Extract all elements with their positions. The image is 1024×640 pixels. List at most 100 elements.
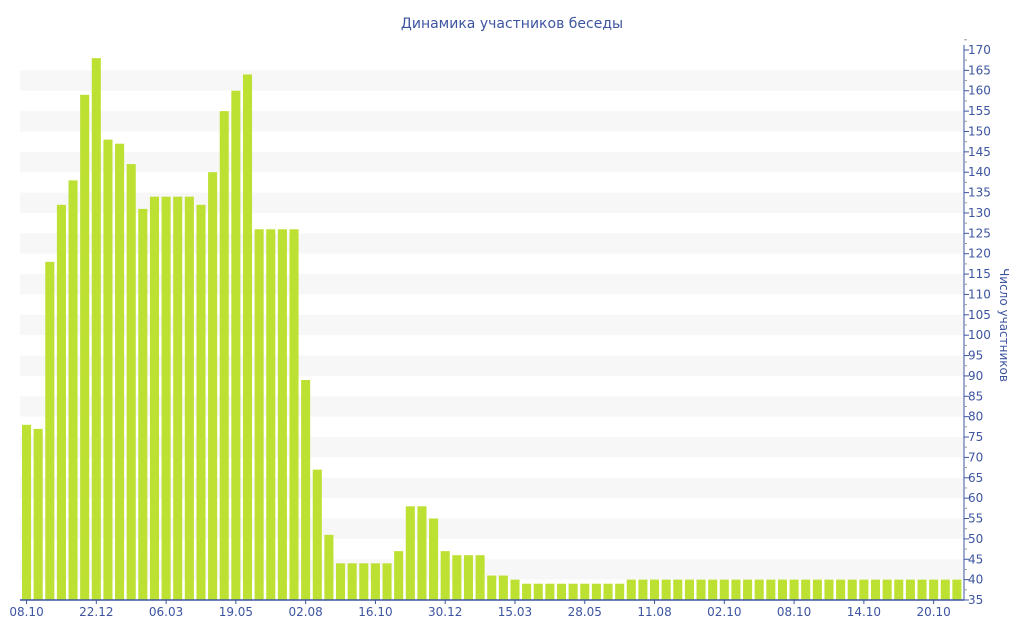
y-tick-label: 125 — [968, 226, 991, 240]
y-tick-label: 50 — [968, 532, 983, 546]
grid-band — [20, 192, 964, 213]
bar — [359, 563, 369, 600]
y-tick-label: 40 — [968, 573, 983, 587]
y-tick-label: 70 — [968, 450, 983, 464]
bar — [603, 583, 613, 600]
bar — [743, 579, 753, 600]
y-axis-label: Число участников — [997, 268, 1011, 382]
y-tick-label: 85 — [968, 389, 983, 403]
y-tick-label: 130 — [968, 206, 991, 220]
bar — [138, 208, 148, 600]
bar — [615, 583, 625, 600]
bar — [580, 583, 590, 600]
x-tick-label: 08.10 — [9, 605, 43, 619]
y-axis: 35 40 45 50 55 60 65 70 75 80 85 90 95 100 105 110 115 12… — [963, 39, 991, 607]
bar — [429, 518, 439, 600]
bar — [882, 579, 892, 600]
bar — [324, 534, 334, 600]
y-tick-label: 115 — [968, 267, 991, 281]
x-tick-label: 02.10 — [707, 605, 741, 619]
bar — [289, 229, 299, 600]
bar — [836, 579, 846, 600]
y-tick-label: 100 — [968, 328, 991, 342]
bar — [487, 575, 497, 600]
x-tick-label: 19.05 — [219, 605, 253, 619]
bar — [801, 579, 811, 600]
bar — [650, 579, 660, 600]
bar — [498, 575, 508, 600]
bar — [510, 579, 520, 600]
bar — [661, 579, 671, 600]
bar — [80, 94, 90, 600]
bar — [463, 555, 473, 600]
bar — [336, 563, 346, 600]
bar — [196, 204, 206, 600]
bar — [115, 143, 125, 600]
bar — [870, 579, 881, 600]
bar — [103, 139, 113, 600]
bar — [568, 583, 578, 600]
y-tick-label: 75 — [968, 430, 983, 444]
bar — [673, 579, 683, 600]
bar — [777, 579, 787, 600]
bar — [231, 90, 241, 601]
bar — [440, 551, 450, 600]
y-tick-label: 120 — [968, 247, 991, 261]
x-tick-label: 08.10 — [777, 605, 811, 619]
bar — [719, 579, 729, 600]
bar — [859, 579, 869, 600]
bar — [522, 583, 532, 600]
bar — [68, 180, 78, 601]
bar — [708, 579, 718, 600]
bar — [347, 563, 357, 600]
bar — [824, 579, 834, 600]
chart-title: Динамика участников беседы — [401, 16, 623, 32]
bar — [161, 196, 171, 600]
bar — [91, 58, 101, 601]
bar — [173, 196, 183, 600]
bar — [149, 196, 159, 600]
grid-band — [20, 70, 964, 91]
y-tick-label: 160 — [968, 84, 991, 98]
bar — [812, 579, 822, 600]
x-tick-label: 28.05 — [568, 605, 602, 619]
y-tick-label: 110 — [968, 287, 991, 301]
y-tick-label: 105 — [968, 308, 991, 322]
x-tick-label: 02.08 — [288, 605, 322, 619]
bar — [382, 563, 392, 600]
bar — [556, 583, 567, 600]
bar — [847, 579, 857, 600]
x-tick-label: 22.12 — [79, 605, 113, 619]
y-tick-label: 80 — [968, 410, 983, 424]
bar — [184, 196, 194, 600]
y-tick-label: 35 — [968, 593, 983, 607]
x-tick-label: 16.10 — [358, 605, 392, 619]
bar — [696, 579, 706, 600]
bar — [731, 579, 741, 600]
bar — [126, 164, 136, 600]
bar — [208, 172, 218, 600]
bar — [301, 380, 311, 600]
grid-band — [20, 111, 964, 132]
bars — [22, 58, 962, 601]
y-tick-label: 95 — [968, 349, 983, 363]
bar — [545, 583, 555, 600]
bar — [45, 261, 55, 600]
bar — [940, 579, 950, 600]
x-tick-label: 14.10 — [847, 605, 881, 619]
x-tick-label: 06.03 — [149, 605, 183, 619]
bar — [405, 506, 415, 600]
bar — [417, 506, 427, 600]
x-tick-label: 30.12 — [428, 605, 462, 619]
x-tick-label: 15.03 — [498, 605, 532, 619]
bar — [905, 579, 915, 600]
bar — [370, 563, 380, 600]
bar — [452, 555, 462, 600]
bar — [312, 469, 322, 600]
bar — [684, 579, 694, 600]
y-tick-label: 135 — [968, 186, 991, 200]
x-axis: 08.10 22.12 06.03 19.05 02.08 16.10 30.12 15.03… — [9, 599, 964, 619]
bar — [929, 579, 939, 600]
bar — [952, 579, 962, 600]
y-tick-label: 45 — [968, 552, 983, 566]
